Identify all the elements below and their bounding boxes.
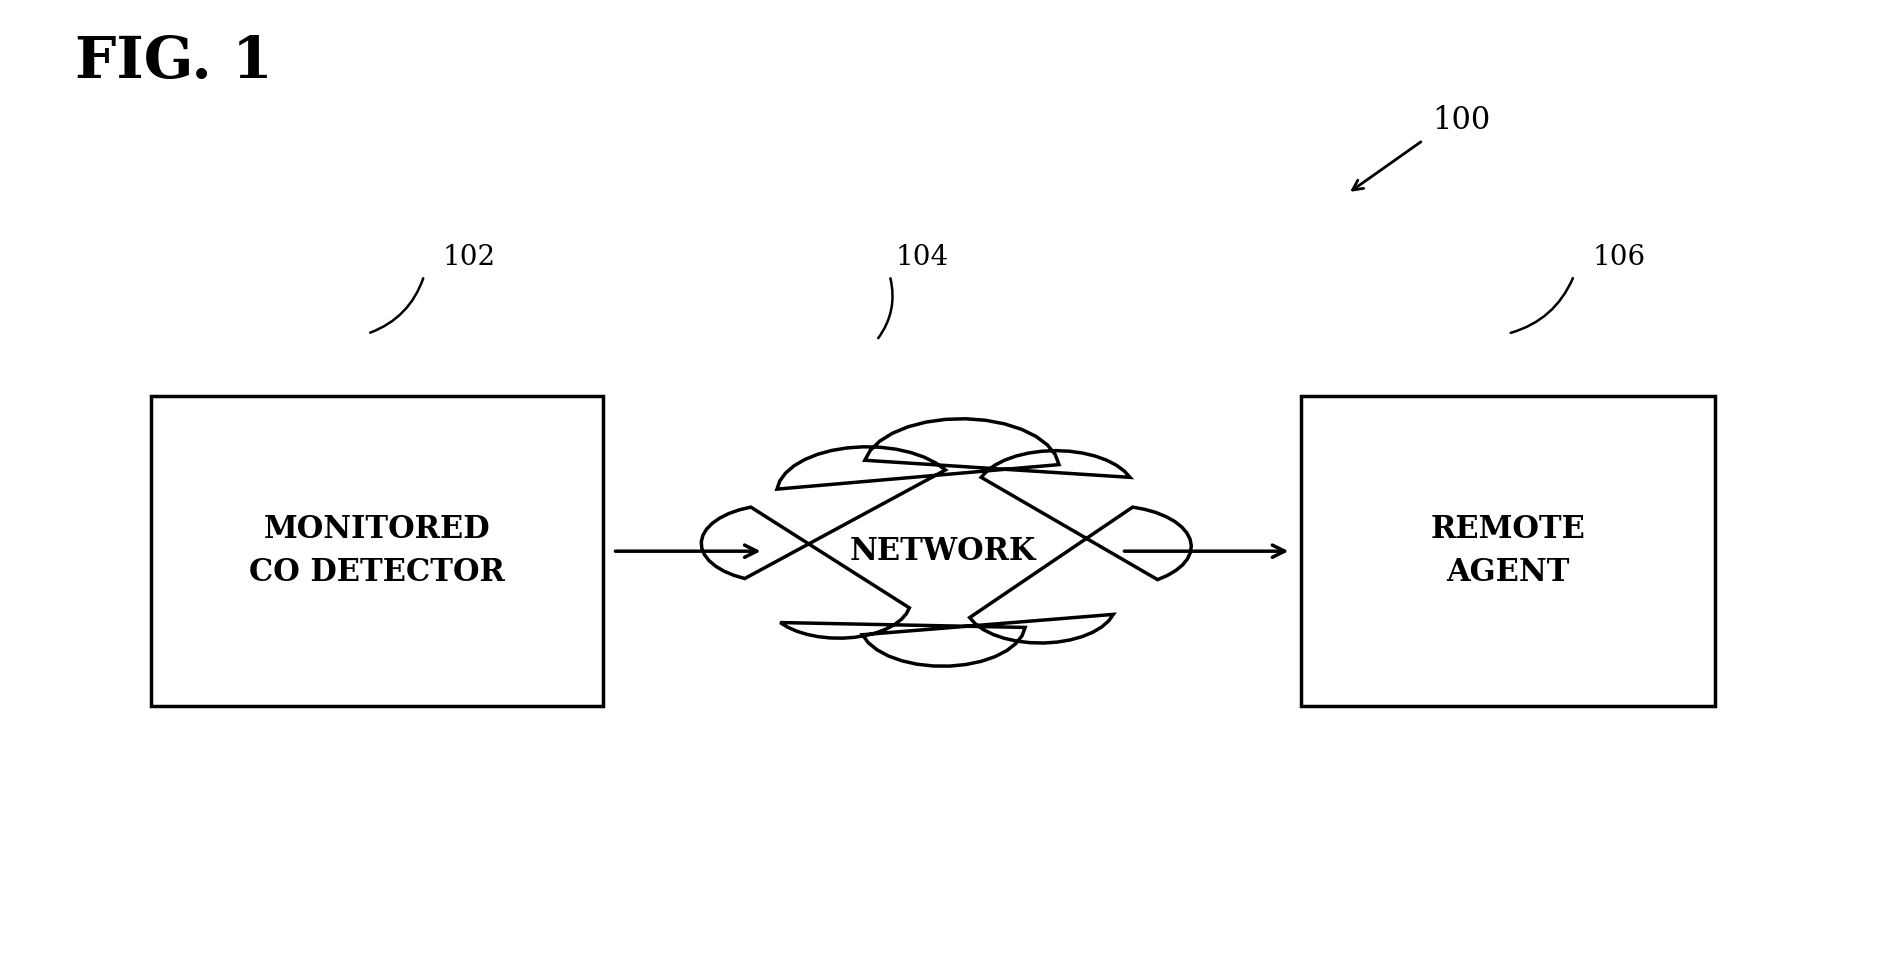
- Text: MONITORED
CO DETECTOR: MONITORED CO DETECTOR: [249, 514, 505, 588]
- Text: 104: 104: [895, 244, 948, 271]
- Text: 100: 100: [1433, 105, 1491, 136]
- Text: FIG. 1: FIG. 1: [75, 34, 273, 90]
- Text: 106: 106: [1593, 244, 1646, 271]
- Text: NETWORK: NETWORK: [850, 536, 1035, 567]
- FancyBboxPatch shape: [151, 396, 603, 706]
- Polygon shape: [701, 419, 1191, 666]
- FancyBboxPatch shape: [1301, 396, 1715, 706]
- Text: REMOTE
AGENT: REMOTE AGENT: [1431, 514, 1585, 588]
- Text: 102: 102: [443, 244, 496, 271]
